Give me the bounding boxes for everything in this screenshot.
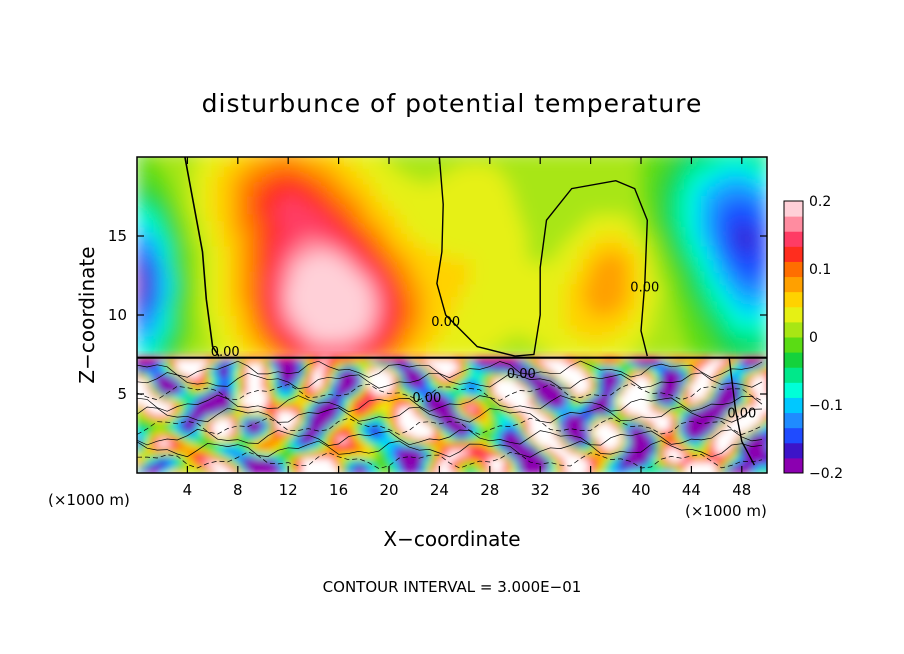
heatmap-upper-layer [137, 157, 767, 361]
x-tick-label: 4 [183, 481, 193, 499]
colorbar-swatch [784, 231, 803, 247]
colorbar-frame [783, 200, 804, 474]
colorbar-swatch [784, 321, 803, 338]
colorbar-swatch [784, 337, 803, 353]
y-tick-label: 5 [117, 385, 127, 403]
colorbar-swatch [784, 367, 803, 383]
contour-label: 0.00 [630, 280, 659, 295]
colorbar-swatch [784, 276, 803, 293]
colorbar-swatch [784, 306, 803, 323]
colorbar-tick-label: 0 [809, 330, 818, 346]
colorbar-tick-label: −0.2 [809, 466, 843, 482]
contour-lines [137, 157, 767, 469]
colorbar-swatch [784, 261, 803, 278]
colorbar-tick-label: 0.2 [809, 194, 831, 210]
colorbar-swatch [784, 291, 803, 308]
colorbar-swatch [784, 397, 803, 414]
x-axis-ticks: 4 8 12 16 20 24 28 32 36 40 44 48 [183, 157, 751, 499]
colorbar-tick-label: 0.1 [809, 262, 831, 278]
contour-label: 0.00 [211, 345, 240, 360]
chart-title: disturbunce of potential temperature [202, 89, 703, 118]
contour-label: 0.00 [412, 391, 441, 406]
x-tick-label: 44 [682, 481, 701, 499]
colorbar-swatch [784, 442, 803, 459]
colorbar-swatch [784, 412, 803, 429]
x-tick-label: 36 [581, 481, 600, 499]
x-tick-label: 20 [379, 481, 398, 499]
contour-labels: 0.00 0.00 0.00 0.00 0.00 0.00 [211, 280, 757, 421]
x-axis-unit-right: (×1000 m) [685, 502, 767, 520]
contour-label: 0.00 [507, 367, 536, 382]
x-tick-label: 32 [531, 481, 550, 499]
y-axis-label: Z−coordinate [75, 246, 99, 383]
colorbar-swatch [784, 457, 803, 474]
x-tick-label: 28 [480, 481, 499, 499]
contour-label: 0.00 [727, 407, 756, 422]
x-axis-label: X−coordinate [383, 527, 520, 551]
x-tick-label: 8 [233, 481, 243, 499]
x-tick-label: 40 [631, 481, 650, 499]
colorbar-swatch [784, 216, 803, 232]
contour-interval-footer: CONTOUR INTERVAL = 3.000E−01 [323, 578, 582, 596]
heatmap-lower-layer [137, 356, 767, 473]
y-tick-label: 15 [108, 227, 127, 245]
y-tick-label: 10 [108, 306, 127, 324]
x-axis-unit-left: (×1000 m) [48, 491, 130, 509]
heatmap-field [137, 157, 767, 473]
colorbar-swatch [784, 352, 803, 368]
colorbar [784, 201, 803, 474]
colorbar-swatch [784, 382, 803, 398]
contour-label: 0.00 [431, 315, 460, 330]
colorbar-swatch [784, 427, 803, 444]
x-tick-label: 16 [329, 481, 348, 499]
x-tick-label: 48 [732, 481, 751, 499]
y-axis-ticks: 5 10 15 [108, 227, 767, 403]
x-tick-label: 12 [279, 481, 298, 499]
colorbar-swatch [784, 246, 803, 262]
x-tick-label: 24 [430, 481, 449, 499]
colorbar-tick-label: −0.1 [809, 398, 843, 414]
colorbar-swatch [784, 201, 803, 217]
colorbar-ticks: 0.2 0.1 0 −0.1 −0.2 [809, 194, 843, 482]
